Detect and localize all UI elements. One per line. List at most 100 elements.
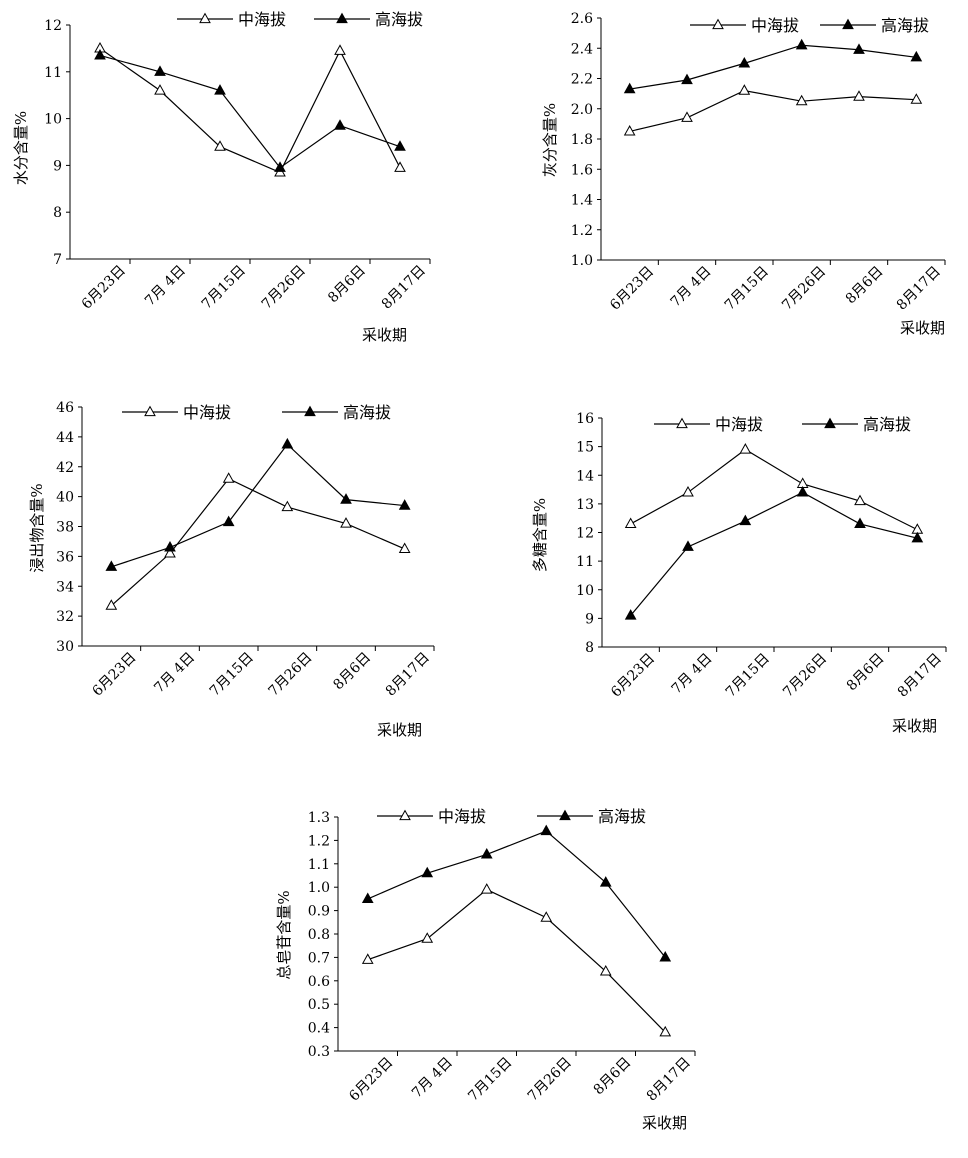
y-tick-label: 0.4 bbox=[308, 1021, 330, 1037]
data-point-高海拔 bbox=[739, 514, 752, 526]
legend-label: 高海拔 bbox=[598, 807, 646, 826]
data-point-中海拔 bbox=[623, 125, 636, 136]
chart-4: 8 9 10 11 12 13 14 15 16 6月23日 7月 4日 7月15日 7月26日 8月6日… bbox=[531, 411, 947, 735]
y-tick-label: 14 bbox=[576, 468, 594, 484]
y-tick-label: 36 bbox=[56, 549, 74, 565]
y-tick-label: 1.4 bbox=[571, 193, 593, 209]
x-tick-label: 8月6日 bbox=[844, 651, 888, 695]
x-tick-label: 8月17日 bbox=[379, 263, 429, 313]
series-line-中海拔 bbox=[367, 888, 666, 1033]
y-tick-label: 0.8 bbox=[308, 927, 330, 943]
x-axis-title: 采收期 bbox=[362, 326, 407, 344]
data-point-高海拔 bbox=[222, 515, 235, 527]
y-tick-label: 1.8 bbox=[571, 132, 593, 148]
y-tick-label: 10 bbox=[576, 583, 594, 599]
y-axis-title: 多糖含量% bbox=[531, 498, 549, 572]
y-tick-label: 0.3 bbox=[308, 1044, 330, 1060]
x-tick-label: 7月 4日 bbox=[151, 650, 198, 697]
data-point-中海拔 bbox=[394, 161, 406, 172]
series-line-高海拔 bbox=[111, 443, 405, 568]
y-tick-label: 1.2 bbox=[308, 833, 330, 849]
data-point-中海拔 bbox=[853, 90, 865, 101]
legend-label: 中海拔 bbox=[438, 807, 486, 826]
legend-marker bbox=[336, 12, 348, 24]
legend-marker bbox=[824, 417, 836, 429]
data-point-中海拔 bbox=[222, 472, 235, 483]
x-tick-label: 7月15日 bbox=[723, 651, 773, 701]
y-axis-title: 水分含量% bbox=[12, 111, 30, 185]
data-point-中海拔 bbox=[540, 911, 553, 922]
data-point-中海拔 bbox=[795, 94, 808, 106]
series-line-高海拔 bbox=[367, 830, 666, 958]
series-line-中海拔 bbox=[99, 47, 401, 174]
x-axis-title: 采收期 bbox=[900, 319, 945, 337]
y-tick-label: 9 bbox=[53, 158, 62, 174]
x-tick-label: 7月15日 bbox=[465, 1055, 515, 1105]
data-point-高海拔 bbox=[398, 499, 411, 510]
data-point-高海拔 bbox=[682, 540, 694, 551]
x-tick-label: 8月6日 bbox=[843, 264, 887, 308]
data-point-高海拔 bbox=[274, 161, 286, 172]
x-axis-title: 采收期 bbox=[377, 721, 422, 739]
y-tick-label: 1.0 bbox=[308, 880, 330, 896]
chart-1: 7 8 9 10 11 12 6月23日 7月 4日 7月15日 7月26日 8月6日 8月17日采收… bbox=[12, 10, 431, 344]
data-point-中海拔 bbox=[910, 93, 923, 104]
y-tick-label: 0.6 bbox=[308, 974, 330, 990]
data-point-高海拔 bbox=[854, 517, 866, 529]
y-tick-label: 15 bbox=[576, 440, 594, 456]
x-tick-label: 8月6日 bbox=[330, 650, 374, 694]
data-point-高海拔 bbox=[281, 437, 294, 449]
data-point-高海拔 bbox=[214, 84, 226, 95]
data-point-中海拔 bbox=[214, 140, 226, 151]
legend-marker bbox=[676, 417, 688, 429]
data-point-高海拔 bbox=[94, 48, 106, 60]
x-tick-label: 7月 4日 bbox=[142, 263, 189, 310]
legend-marker bbox=[712, 18, 724, 30]
data-point-高海拔 bbox=[795, 38, 808, 50]
x-tick-label: 7月26日 bbox=[259, 263, 309, 313]
data-point-高海拔 bbox=[738, 56, 751, 68]
data-point-中海拔 bbox=[681, 111, 693, 122]
legend-label: 中海拔 bbox=[715, 415, 763, 434]
legend-label: 高海拔 bbox=[863, 415, 911, 434]
data-point-高海拔 bbox=[910, 50, 923, 62]
data-point-中海拔 bbox=[738, 84, 751, 95]
y-tick-label: 2.4 bbox=[571, 41, 593, 57]
data-point-高海拔 bbox=[623, 82, 636, 94]
y-tick-label: 1.3 bbox=[308, 810, 330, 826]
legend-marker bbox=[399, 809, 411, 821]
x-tick-label: 8月17日 bbox=[895, 651, 945, 701]
series-line-中海拔 bbox=[630, 448, 918, 531]
y-tick-label: 8 bbox=[53, 205, 62, 221]
y-tick-label: 34 bbox=[56, 579, 74, 595]
y-tick-label: 1.0 bbox=[571, 253, 593, 269]
data-point-中海拔 bbox=[340, 517, 352, 528]
legend-label: 高海拔 bbox=[343, 403, 391, 422]
y-tick-label: 2.2 bbox=[571, 72, 593, 88]
x-tick-label: 6月23日 bbox=[607, 264, 657, 314]
y-tick-label: 9 bbox=[585, 611, 594, 627]
y-tick-label: 11 bbox=[576, 554, 594, 570]
series-line-中海拔 bbox=[629, 89, 917, 133]
data-point-高海拔 bbox=[659, 950, 672, 962]
data-point-高海拔 bbox=[334, 119, 346, 130]
data-point-中海拔 bbox=[739, 443, 752, 454]
data-point-高海拔 bbox=[105, 560, 118, 571]
data-point-高海拔 bbox=[340, 493, 352, 504]
legend-marker bbox=[842, 18, 854, 30]
chart-5: 0.3 0.4 0.5 0.6 0.7 0.8 0.9 1.0 1.1 1.2 1.3 6月23日 7月… bbox=[275, 807, 696, 1132]
y-axis-title: 浸出物含量% bbox=[28, 483, 46, 572]
y-tick-label: 44 bbox=[56, 430, 74, 446]
data-point-高海拔 bbox=[796, 485, 809, 497]
data-point-中海拔 bbox=[421, 932, 434, 943]
data-point-中海拔 bbox=[398, 542, 411, 554]
legend-marker bbox=[144, 405, 156, 417]
y-tick-label: 32 bbox=[56, 609, 74, 625]
data-point-高海拔 bbox=[911, 531, 924, 543]
x-axis-title: 采收期 bbox=[892, 717, 937, 735]
legend-label: 中海拔 bbox=[238, 10, 286, 29]
data-point-中海拔 bbox=[164, 546, 176, 558]
x-tick-label: 7月26日 bbox=[265, 650, 315, 700]
y-tick-label: 42 bbox=[56, 460, 74, 476]
